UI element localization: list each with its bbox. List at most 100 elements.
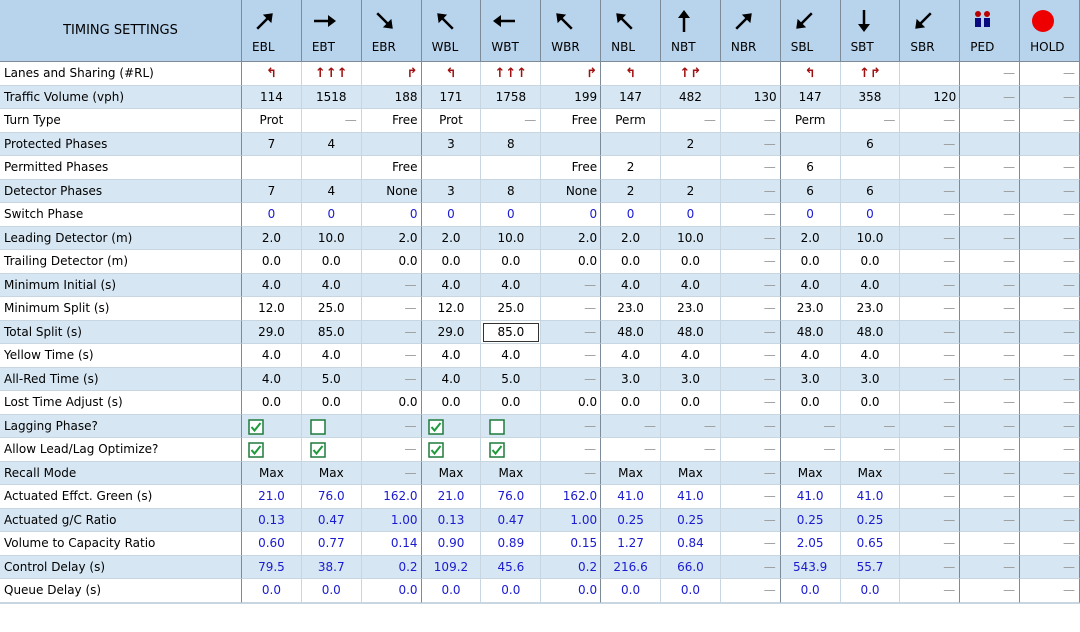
table-cell[interactable]: — xyxy=(361,461,422,485)
table-cell[interactable]: — xyxy=(1020,273,1080,297)
table-cell[interactable]: Max xyxy=(421,461,482,485)
table-cell[interactable]: — xyxy=(1020,555,1080,579)
table-cell[interactable] xyxy=(900,62,961,86)
table-cell[interactable]: 0.0 xyxy=(541,391,602,415)
table-cell[interactable]: None xyxy=(541,179,602,203)
table-cell[interactable]: 4 xyxy=(301,179,362,203)
table-cell[interactable]: 0.0 xyxy=(481,250,542,274)
table-cell[interactable]: — xyxy=(900,367,961,391)
table-cell[interactable]: 6 xyxy=(780,156,841,180)
table-cell[interactable]: 38.7 xyxy=(301,555,362,579)
table-cell[interactable]: 4.0 xyxy=(481,344,542,368)
table-cell[interactable]: 4.0 xyxy=(242,273,302,297)
column-header[interactable] xyxy=(601,0,661,62)
table-cell[interactable]: 3.0 xyxy=(661,367,721,391)
table-cell[interactable]: ↰ xyxy=(601,62,661,86)
table-cell[interactable]: Max xyxy=(301,461,362,485)
table-cell[interactable]: 0 xyxy=(421,203,482,227)
table-cell[interactable]: — xyxy=(720,532,781,556)
table-cell[interactable]: 23.0 xyxy=(840,297,901,321)
column-label[interactable]: EBR xyxy=(371,40,396,54)
table-cell[interactable]: — xyxy=(720,297,781,321)
table-cell[interactable]: ↱ xyxy=(541,62,602,86)
table-cell[interactable]: 4.0 xyxy=(840,344,901,368)
table-cell[interactable]: 2.05 xyxy=(780,532,841,556)
table-cell[interactable]: 0.0 xyxy=(661,250,721,274)
table-cell[interactable]: 0.90 xyxy=(421,532,482,556)
column-header[interactable] xyxy=(780,0,841,62)
table-cell[interactable]: 0.25 xyxy=(601,508,661,532)
table-cell[interactable]: — xyxy=(840,109,901,133)
table-cell[interactable]: — xyxy=(840,438,901,462)
table-cell[interactable]: — xyxy=(1020,109,1080,133)
table-cell[interactable]: 0.77 xyxy=(301,532,362,556)
table-cell[interactable]: 0.0 xyxy=(301,579,362,603)
table-cell[interactable]: — xyxy=(960,156,1021,180)
table-cell[interactable]: 55.7 xyxy=(840,555,901,579)
column-label[interactable]: SBL xyxy=(790,40,814,54)
table-cell[interactable]: — xyxy=(661,438,721,462)
table-cell[interactable]: 0.0 xyxy=(481,391,542,415)
table-cell[interactable]: 3.0 xyxy=(840,367,901,391)
table-cell[interactable]: 0 xyxy=(541,203,602,227)
table-cell[interactable]: 4.0 xyxy=(780,273,841,297)
table-cell[interactable] xyxy=(421,414,482,438)
table-cell[interactable]: 10.0 xyxy=(301,226,362,250)
table-cell[interactable]: — xyxy=(960,179,1021,203)
table-cell[interactable]: 0.0 xyxy=(481,579,542,603)
table-cell[interactable]: 7 xyxy=(242,179,302,203)
table-cell[interactable]: 0 xyxy=(601,203,661,227)
table-cell[interactable]: 8 xyxy=(481,179,542,203)
table-cell[interactable]: — xyxy=(661,414,721,438)
column-label[interactable]: NBL xyxy=(611,40,636,54)
table-cell[interactable]: — xyxy=(900,508,961,532)
table-cell[interactable]: 0.13 xyxy=(242,508,302,532)
column-label[interactable]: EBL xyxy=(252,40,275,54)
table-cell[interactable] xyxy=(242,156,302,180)
table-cell[interactable]: 0.0 xyxy=(601,391,661,415)
table-cell[interactable]: ↑↱ xyxy=(840,62,901,86)
checkbox[interactable] xyxy=(489,418,506,435)
table-cell[interactable]: 0.65 xyxy=(840,532,901,556)
column-header[interactable] xyxy=(541,0,602,62)
table-cell[interactable]: 41.0 xyxy=(780,485,841,509)
table-cell[interactable]: — xyxy=(1020,391,1080,415)
table-cell[interactable]: 0.0 xyxy=(242,391,302,415)
table-cell[interactable]: — xyxy=(900,391,961,415)
table-cell[interactable]: 4.0 xyxy=(301,344,362,368)
table-cell[interactable]: — xyxy=(720,179,781,203)
table-cell[interactable] xyxy=(421,438,482,462)
table-cell[interactable]: 0.0 xyxy=(361,579,422,603)
table-cell[interactable]: 1.27 xyxy=(601,532,661,556)
table-cell[interactable]: 21.0 xyxy=(242,485,302,509)
table-cell[interactable]: 76.0 xyxy=(481,485,542,509)
table-cell[interactable] xyxy=(361,132,422,156)
table-cell[interactable]: — xyxy=(720,391,781,415)
table-cell[interactable]: ↰ xyxy=(242,62,302,86)
table-cell[interactable]: — xyxy=(960,320,1021,344)
table-cell[interactable]: 76.0 xyxy=(301,485,362,509)
table-cell[interactable]: 120 xyxy=(900,85,961,109)
table-cell[interactable]: — xyxy=(720,579,781,603)
table-cell[interactable]: 2.0 xyxy=(421,226,482,250)
table-cell[interactable]: 4.0 xyxy=(242,344,302,368)
table-cell[interactable] xyxy=(242,414,302,438)
column-label[interactable]: SBR xyxy=(910,40,935,54)
table-cell[interactable]: — xyxy=(900,297,961,321)
table-cell[interactable]: — xyxy=(960,250,1021,274)
table-cell[interactable]: Max xyxy=(661,461,721,485)
table-cell[interactable] xyxy=(301,156,362,180)
table-cell[interactable]: 147 xyxy=(601,85,661,109)
table-cell[interactable]: 85.0 xyxy=(481,320,542,344)
table-cell[interactable]: 109.2 xyxy=(421,555,482,579)
table-cell[interactable]: 25.0 xyxy=(301,297,362,321)
table-cell[interactable]: 41.0 xyxy=(601,485,661,509)
table-cell[interactable]: — xyxy=(481,109,542,133)
table-cell[interactable]: — xyxy=(361,344,422,368)
table-cell[interactable]: 114 xyxy=(242,85,302,109)
column-label[interactable]: PED xyxy=(970,40,995,54)
table-cell[interactable]: 4.0 xyxy=(421,344,482,368)
table-cell[interactable]: — xyxy=(960,367,1021,391)
table-cell[interactable]: None xyxy=(361,179,422,203)
table-cell[interactable]: ↱ xyxy=(361,62,422,86)
